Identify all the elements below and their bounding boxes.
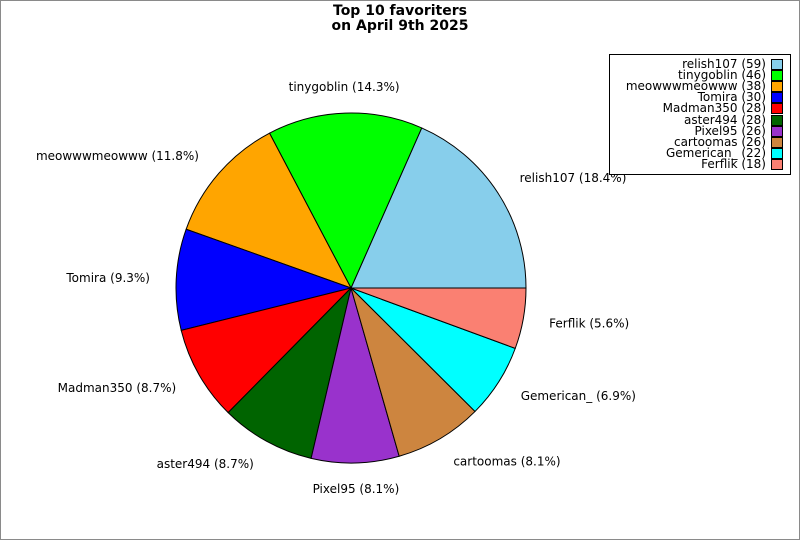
pie-slice-Ferflik xyxy=(350,287,527,349)
legend-row: Pixel95 (26) xyxy=(614,123,783,138)
legend-label: tinygoblin (46) xyxy=(677,68,766,83)
legend-swatch xyxy=(771,92,783,104)
legend-row: Tomira (30) xyxy=(614,90,783,105)
slice-label-tinygoblin: tinygoblin (14.3%) xyxy=(289,80,400,94)
slice-label-cartoomas: cartoomas (8.1%) xyxy=(453,454,560,468)
legend-row: cartoomas (26) xyxy=(614,134,783,149)
pie-slice-tinygoblin xyxy=(268,112,423,289)
pie-slice-Tomira xyxy=(175,228,352,331)
legend-swatch xyxy=(771,81,783,93)
slice-label-meowwwmeowww: meowwwmeowww (11.8%) xyxy=(36,149,199,163)
legend-swatch xyxy=(771,125,783,137)
legend-label: Tomira (30) xyxy=(697,90,766,105)
legend-swatch xyxy=(771,114,783,126)
legend-label: Gemerican_ (22) xyxy=(665,145,766,160)
legend-swatch xyxy=(771,103,783,115)
legend-swatch xyxy=(771,70,783,82)
slice-label-Pixel95: Pixel95 (8.1%) xyxy=(313,482,400,496)
legend-swatch xyxy=(771,147,783,159)
chart-title-line2: on April 9th 2025 xyxy=(331,18,469,34)
pie-slice-meowwwmeowww xyxy=(185,132,352,289)
pie-slice-relish107 xyxy=(350,127,527,289)
legend-label: cartoomas (26) xyxy=(673,134,766,149)
slice-label-relish107: relish107 (18.4%) xyxy=(520,171,627,185)
legend-row: tinygoblin (46) xyxy=(614,68,783,83)
slice-label-Madman350: Madman350 (8.7%) xyxy=(58,381,177,395)
legend-swatch xyxy=(771,59,783,70)
pie-slice-Pixel95 xyxy=(310,287,400,464)
legend-swatch xyxy=(771,136,783,148)
slice-label-Ferflik: Ferflik (5.6%) xyxy=(549,316,629,330)
pie-slice-cartoomas xyxy=(350,287,476,457)
legend-row: aster494 (28) xyxy=(614,112,783,127)
legend-row: relish107 (59) xyxy=(614,57,783,71)
legend-label: Pixel95 (26) xyxy=(694,123,766,138)
pie-slice-Madman350 xyxy=(180,287,352,414)
slice-label-aster494: aster494 (8.7%) xyxy=(157,457,254,471)
chart-title: Top 10 favoriters on April 9th 2025 xyxy=(1,4,799,34)
legend-label: aster494 (28) xyxy=(684,112,766,127)
pie-slice-aster494 xyxy=(227,287,352,459)
legend-label: Ferflik (18) xyxy=(701,156,766,171)
legend-row: meowwwmeowww (38) xyxy=(614,79,783,94)
legend-row: Madman350 (28) xyxy=(614,101,783,116)
legend-swatch xyxy=(771,158,783,170)
legend: relish107 (59) tinygoblin (46) meowwwmeoww… xyxy=(609,54,791,175)
legend-label: relish107 (59) xyxy=(682,57,766,71)
legend-row: Gemerican_ (22) xyxy=(614,145,783,160)
legend-row: Ferflik (18) xyxy=(614,156,783,171)
slice-label-Gemerican_: Gemerican_ (6.9%) xyxy=(521,389,636,403)
slice-label-Tomira: Tomira (9.3%) xyxy=(65,271,150,285)
chart-title-line1: Top 10 favoriters xyxy=(333,3,467,19)
legend-label: meowwwmeowww (38) xyxy=(625,79,766,94)
legend-label: Madman350 (28) xyxy=(662,101,766,116)
